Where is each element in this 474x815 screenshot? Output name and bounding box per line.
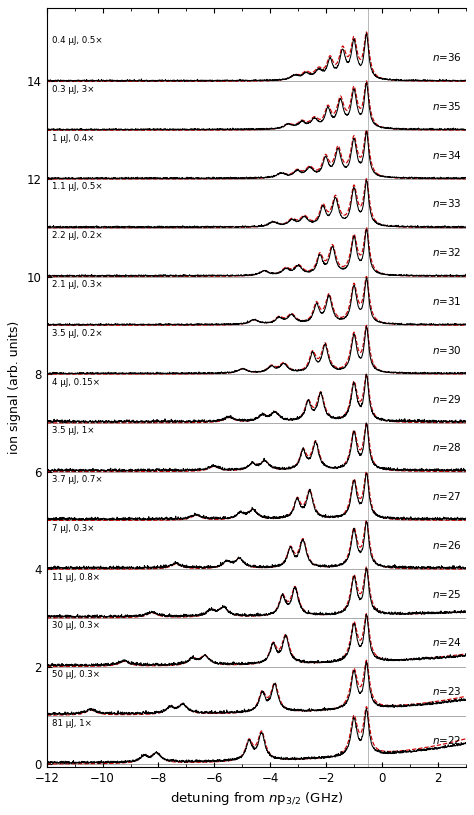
Text: $n$=33: $n$=33	[432, 197, 462, 209]
Text: 2.2 μJ, 0.2×: 2.2 μJ, 0.2×	[52, 231, 103, 240]
Text: $n$=35: $n$=35	[432, 100, 462, 112]
Text: 30 μJ, 0.3×: 30 μJ, 0.3×	[52, 621, 100, 631]
Text: $n$=27: $n$=27	[432, 490, 462, 502]
Text: $n$=31: $n$=31	[432, 295, 462, 307]
Text: 50 μJ, 0.3×: 50 μJ, 0.3×	[52, 670, 100, 679]
Text: $n$=25: $n$=25	[432, 588, 462, 600]
Text: 4 μJ, 0.15×: 4 μJ, 0.15×	[52, 377, 100, 386]
Text: $n$=30: $n$=30	[432, 344, 462, 355]
Text: 11 μJ, 0.8×: 11 μJ, 0.8×	[52, 573, 100, 582]
Text: $n$=24: $n$=24	[431, 637, 462, 649]
Text: $n$=28: $n$=28	[432, 441, 462, 453]
Text: 0.3 μJ, 3×: 0.3 μJ, 3×	[52, 85, 95, 94]
Text: 81 μJ, 1×: 81 μJ, 1×	[52, 719, 92, 728]
Text: 2.1 μJ, 0.3×: 2.1 μJ, 0.3×	[52, 280, 103, 289]
Text: 3.5 μJ, 1×: 3.5 μJ, 1×	[52, 426, 95, 435]
X-axis label: detuning from $n$p$_{3/2}$ (GHz): detuning from $n$p$_{3/2}$ (GHz)	[170, 791, 343, 807]
Text: $n$=36: $n$=36	[432, 51, 462, 63]
Text: $n$=22: $n$=22	[432, 734, 462, 746]
Text: 3.7 μJ, 0.7×: 3.7 μJ, 0.7×	[52, 475, 103, 484]
Text: $n$=23: $n$=23	[432, 685, 462, 697]
Text: 1.1 μJ, 0.5×: 1.1 μJ, 0.5×	[52, 183, 103, 192]
Text: $n$=34: $n$=34	[431, 148, 462, 161]
Text: $n$=32: $n$=32	[432, 246, 462, 258]
Text: $n$=29: $n$=29	[432, 393, 462, 404]
Text: $n$=26: $n$=26	[432, 539, 462, 551]
Text: 1 μJ, 0.4×: 1 μJ, 0.4×	[52, 134, 95, 143]
Text: 0.4 μJ, 0.5×: 0.4 μJ, 0.5×	[52, 36, 103, 45]
Text: 3.5 μJ, 0.2×: 3.5 μJ, 0.2×	[52, 328, 103, 337]
Y-axis label: ion signal (arb. units): ion signal (arb. units)	[9, 321, 21, 454]
Text: 7 μJ, 0.3×: 7 μJ, 0.3×	[52, 524, 95, 533]
